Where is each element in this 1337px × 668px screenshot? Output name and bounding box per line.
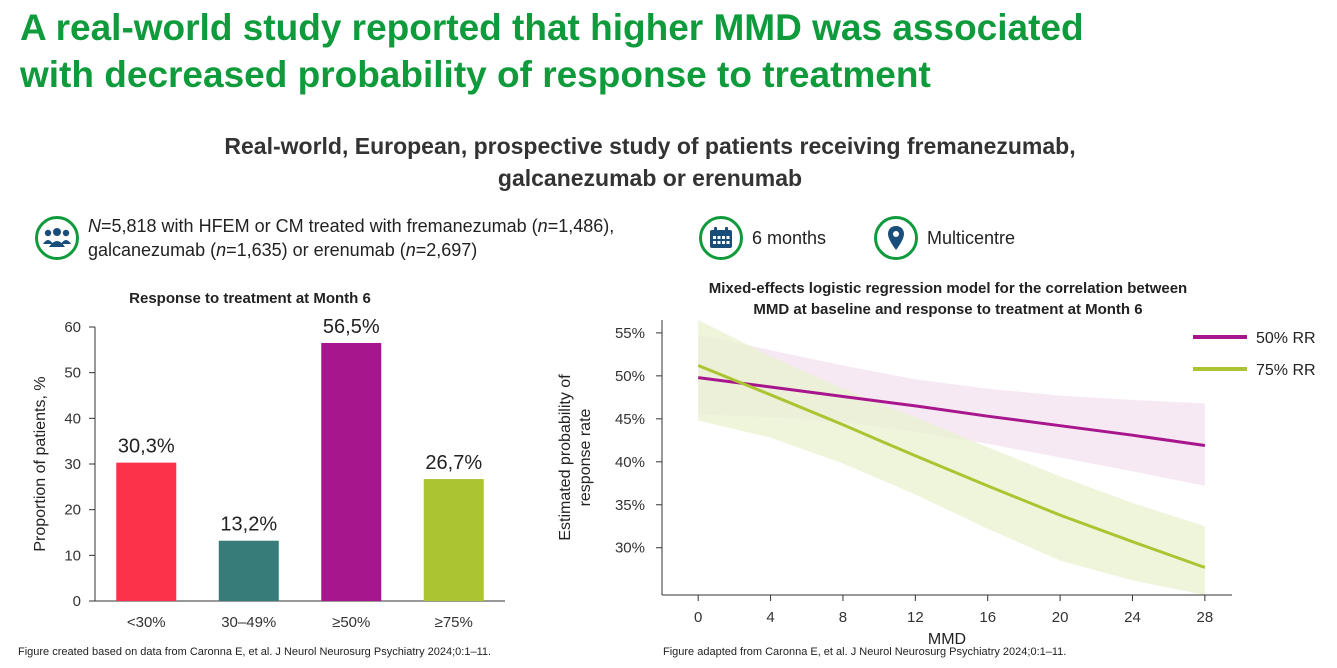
x-tick-label: 8 <box>839 609 847 626</box>
bar-chart-title: Response to treatment at Month 6 <box>129 290 371 307</box>
sites-text: Multicentre <box>927 228 1016 248</box>
x-tick-label: 20 <box>1052 609 1069 626</box>
y-axis-label: Estimated probability of response rate <box>557 374 594 541</box>
info-duration: 6 months <box>699 212 826 264</box>
y-axis-label: Proportion of patients, % <box>32 376 49 551</box>
line-chart-title-line-2: MMD at baseline and response to treatmen… <box>753 301 1143 318</box>
y-tick-label: 30% <box>615 540 645 557</box>
y-tick-label: 60 <box>64 319 81 336</box>
y-tick-label: 45% <box>615 411 645 428</box>
bar-chart: 0 10 20 30 40 50 60 Proportion of patients, % 30… <box>32 316 505 631</box>
y-tick-label: 35% <box>615 497 645 514</box>
patients-line-2: galcanezumab (n=1,635) or erenumab (n=2,… <box>88 240 478 260</box>
patients-line-1: N=5,818 with HFEM or CM treated with fre… <box>88 216 615 236</box>
x-tick-label: 0 <box>694 609 702 626</box>
location-pin-icon <box>874 216 918 260</box>
slide-title-line-2: with decreased probability of response t… <box>20 54 931 95</box>
x-tick-label: 24 <box>1124 609 1141 626</box>
x-tick-label: 16 <box>979 609 996 626</box>
x-category-label: ≥75% <box>435 614 473 631</box>
y-axis-label-line-1: Estimated probability of <box>557 374 574 541</box>
y-axis-label-line-2: response rate <box>577 408 594 506</box>
info-patients: N=5,818 with HFEM or CM treated with fre… <box>35 212 614 264</box>
legend-label-2: 75% RR <box>1256 362 1316 379</box>
info-sites: Multicentre <box>874 212 1015 264</box>
slide-title-line-1: A real-world study reported that higher … <box>20 7 1084 48</box>
y-tick-label: 0 <box>73 593 81 610</box>
y-tick-label: 20 <box>64 502 81 519</box>
line-chart-title-line-1: Mixed-effects logistic regression model … <box>708 280 1188 297</box>
slide-subtitle: Real-world, European, prospective study … <box>150 130 1150 194</box>
y-tick-label: 55% <box>615 325 645 342</box>
patients-text: N=5,818 with HFEM or CM treated with fre… <box>88 214 614 262</box>
legend-label-1: 50% RR <box>1256 330 1316 347</box>
x-tick-label: 12 <box>907 609 924 626</box>
y-tick-label: 30 <box>64 456 81 473</box>
x-tick-label: 4 <box>766 609 774 626</box>
bar-1 <box>116 462 177 601</box>
people-group-icon <box>35 216 79 260</box>
x-axis-label: MMD <box>928 631 966 645</box>
y-tick-label: 40 <box>64 410 81 427</box>
bar-data-label: 26,7% <box>425 452 482 474</box>
calendar-icon <box>699 216 743 260</box>
line-chart-title: Mixed-effects logistic regression model … <box>618 278 1278 320</box>
footnote-left: Figure created based on data from Caronn… <box>18 646 492 658</box>
bar-data-label: 13,2% <box>220 514 277 536</box>
x-tick-label: 28 <box>1197 609 1214 626</box>
confidence-band-2 <box>698 320 1205 595</box>
bar-3 <box>321 342 382 601</box>
x-category-label: 30–49% <box>221 614 276 631</box>
bar-data-label: 30,3% <box>118 436 175 458</box>
y-tick-label: 50% <box>615 368 645 385</box>
y-tick-label: 10 <box>64 547 81 564</box>
x-category-label: ≥50% <box>332 614 370 631</box>
y-tick-label: 40% <box>615 454 645 471</box>
bar-2 <box>218 540 279 601</box>
series-line-1 <box>698 376 1206 447</box>
subtitle-line-1: Real-world, European, prospective study … <box>224 133 1076 159</box>
y-tick-label: 50 <box>64 365 81 382</box>
x-category-label: <30% <box>127 614 166 631</box>
bar-4 <box>423 479 484 601</box>
duration-text: 6 months <box>752 228 827 248</box>
bar-data-label: 56,5% <box>323 316 380 338</box>
series-line-2 <box>697 364 1206 569</box>
footnote-right: Figure adapted from Caronna E, et al. J … <box>663 646 1067 658</box>
line-chart: 30% 35% 40% 45% 50% 55% 0 4 8 12 16 20 24 28 MMD Estima… <box>557 320 1316 645</box>
slide-title: A real-world study reported that higher … <box>20 4 1320 98</box>
subtitle-line-2: galcanezumab or erenumab <box>497 165 803 191</box>
